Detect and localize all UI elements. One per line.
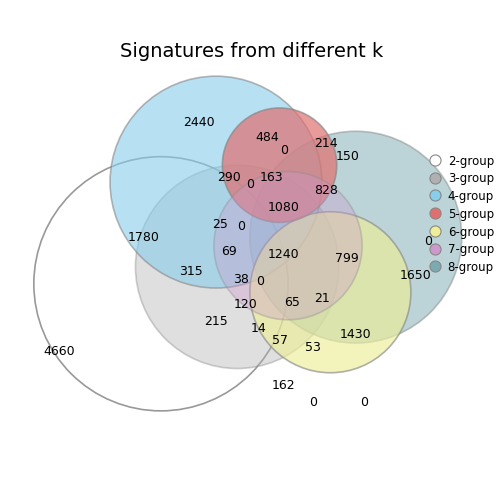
Legend: 2-group, 3-group, 4-group, 5-group, 6-group, 7-group, 8-group: 2-group, 3-group, 4-group, 5-group, 6-gr…: [432, 155, 494, 274]
Text: 163: 163: [259, 171, 283, 184]
Text: 57: 57: [272, 335, 288, 347]
Text: 215: 215: [204, 316, 228, 329]
Text: 162: 162: [272, 379, 295, 392]
Text: 290: 290: [217, 171, 240, 184]
Text: 1430: 1430: [340, 328, 371, 341]
Text: 214: 214: [314, 138, 338, 151]
Text: 38: 38: [233, 273, 249, 286]
Text: 1240: 1240: [268, 247, 299, 261]
Text: 120: 120: [234, 298, 258, 311]
Circle shape: [222, 108, 337, 222]
Text: 0: 0: [424, 235, 432, 248]
Text: 0: 0: [246, 178, 254, 191]
Text: 0: 0: [257, 275, 265, 288]
Circle shape: [110, 76, 322, 288]
Text: 25: 25: [212, 218, 228, 231]
Circle shape: [136, 165, 339, 368]
Text: 150: 150: [335, 150, 359, 163]
Text: 65: 65: [284, 296, 300, 309]
Text: 0: 0: [309, 396, 318, 409]
Title: Signatures from different k: Signatures from different k: [120, 42, 384, 60]
Circle shape: [250, 212, 411, 373]
Text: 0: 0: [360, 396, 368, 409]
Text: 828: 828: [314, 184, 338, 197]
Circle shape: [250, 131, 462, 343]
Text: 14: 14: [250, 322, 266, 335]
Text: 21: 21: [314, 292, 330, 305]
Text: 69: 69: [221, 245, 236, 259]
Text: 0: 0: [280, 144, 288, 157]
Text: 799: 799: [336, 252, 359, 265]
Text: 2440: 2440: [183, 116, 215, 130]
Circle shape: [214, 171, 362, 320]
Text: 4660: 4660: [43, 345, 75, 358]
Text: 0: 0: [237, 220, 245, 233]
Text: 315: 315: [179, 265, 203, 278]
Text: 1780: 1780: [128, 231, 160, 243]
Text: 484: 484: [255, 131, 279, 144]
Text: 1650: 1650: [399, 269, 431, 282]
Text: 53: 53: [305, 341, 322, 354]
Text: 1080: 1080: [268, 201, 300, 214]
